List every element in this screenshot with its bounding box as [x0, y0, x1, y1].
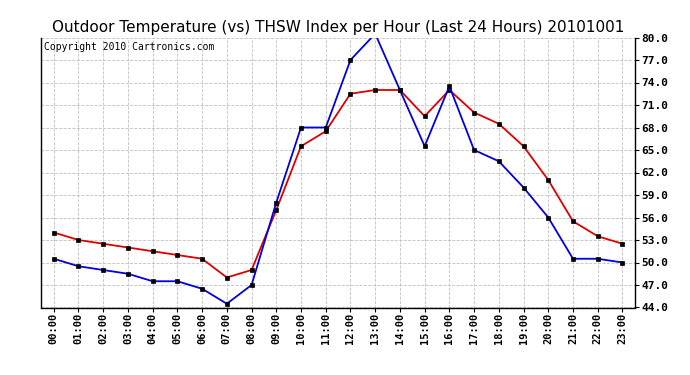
Text: Copyright 2010 Cartronics.com: Copyright 2010 Cartronics.com — [44, 42, 215, 51]
Text: Outdoor Temperature (vs) THSW Index per Hour (Last 24 Hours) 20101001: Outdoor Temperature (vs) THSW Index per … — [52, 20, 624, 35]
